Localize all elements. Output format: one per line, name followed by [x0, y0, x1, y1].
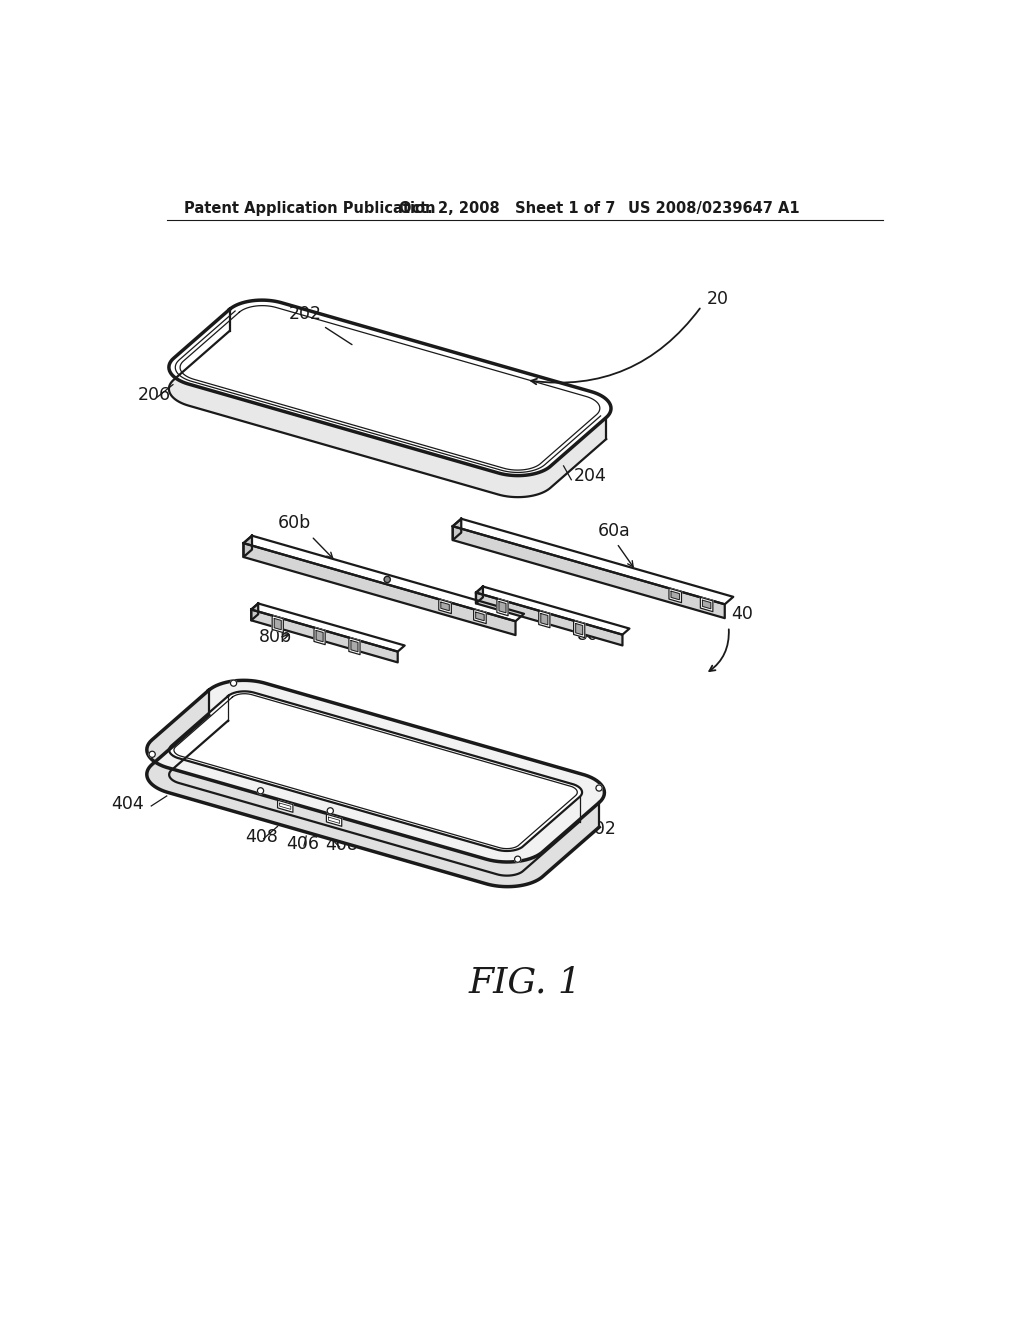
Polygon shape: [573, 620, 585, 638]
Polygon shape: [539, 611, 550, 628]
Polygon shape: [274, 619, 282, 630]
Polygon shape: [169, 692, 582, 851]
Text: Oct. 2, 2008   Sheet 1 of 7: Oct. 2, 2008 Sheet 1 of 7: [399, 201, 615, 216]
Text: FIG. 1: FIG. 1: [468, 965, 582, 999]
Text: 202: 202: [289, 305, 352, 345]
Polygon shape: [314, 627, 326, 644]
Circle shape: [230, 680, 237, 686]
Text: 80b: 80b: [259, 627, 292, 645]
Polygon shape: [146, 680, 604, 862]
Text: Patent Application Publication: Patent Application Publication: [183, 201, 435, 216]
Text: 408: 408: [325, 836, 357, 854]
Text: 404: 404: [112, 795, 144, 813]
Polygon shape: [499, 602, 506, 612]
Circle shape: [596, 785, 602, 791]
Polygon shape: [476, 586, 483, 603]
Polygon shape: [476, 593, 623, 645]
Text: 60a: 60a: [598, 521, 631, 540]
Text: 60b: 60b: [278, 515, 311, 532]
Polygon shape: [278, 800, 293, 812]
Polygon shape: [476, 586, 630, 635]
Polygon shape: [476, 612, 484, 620]
Circle shape: [384, 577, 390, 582]
Polygon shape: [453, 519, 733, 605]
Text: US 2008/0239647 A1: US 2008/0239647 A1: [628, 201, 800, 216]
Polygon shape: [453, 527, 725, 618]
Polygon shape: [244, 536, 524, 622]
Polygon shape: [251, 610, 397, 663]
Polygon shape: [702, 601, 711, 609]
Polygon shape: [575, 623, 583, 635]
Text: 80a: 80a: [578, 626, 609, 644]
Circle shape: [257, 788, 263, 793]
Text: 408: 408: [246, 828, 279, 846]
Polygon shape: [671, 591, 679, 599]
Polygon shape: [541, 614, 548, 624]
Circle shape: [150, 751, 156, 758]
Polygon shape: [169, 309, 606, 498]
Polygon shape: [251, 603, 404, 652]
Polygon shape: [244, 536, 252, 557]
Circle shape: [515, 857, 521, 862]
Polygon shape: [497, 599, 508, 615]
Polygon shape: [146, 690, 599, 887]
Polygon shape: [700, 597, 713, 611]
Text: 40: 40: [731, 605, 753, 623]
Text: 402: 402: [583, 820, 615, 838]
Text: 206: 206: [138, 385, 171, 404]
Polygon shape: [244, 543, 515, 635]
Polygon shape: [251, 603, 258, 620]
Polygon shape: [441, 602, 450, 611]
Polygon shape: [438, 599, 452, 614]
Text: 406: 406: [286, 836, 318, 853]
Polygon shape: [453, 519, 461, 540]
Polygon shape: [474, 610, 486, 623]
Polygon shape: [316, 631, 323, 642]
Polygon shape: [349, 638, 360, 655]
Polygon shape: [351, 640, 358, 652]
Polygon shape: [272, 615, 284, 632]
Polygon shape: [669, 589, 682, 603]
Circle shape: [328, 808, 334, 814]
Text: 204: 204: [573, 467, 606, 486]
Polygon shape: [327, 814, 342, 826]
Polygon shape: [169, 300, 611, 475]
Text: 20: 20: [707, 290, 729, 309]
